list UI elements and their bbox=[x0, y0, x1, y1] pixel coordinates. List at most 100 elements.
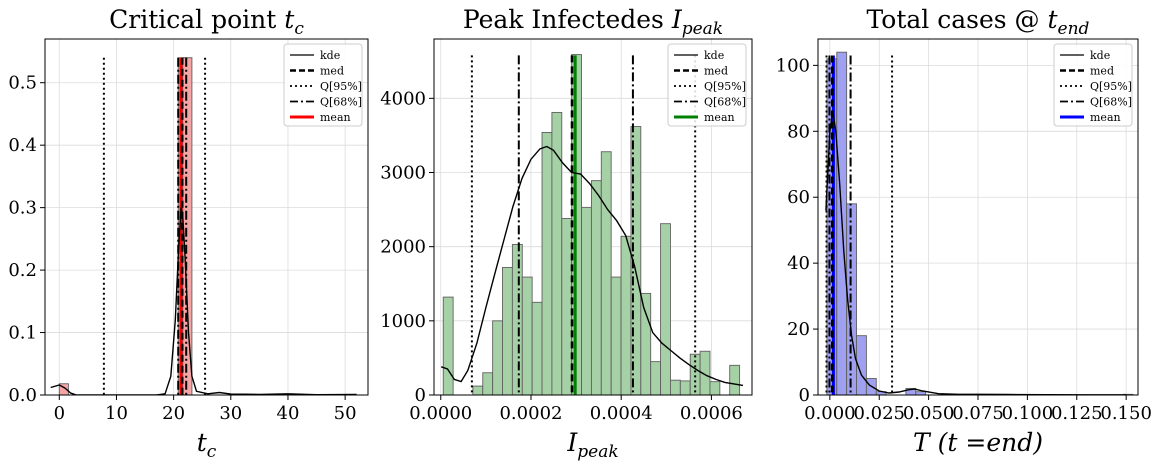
title-text: Total cases @ bbox=[867, 5, 1040, 34]
y-tick-label: 0 bbox=[799, 385, 810, 406]
legend-label: kde bbox=[704, 49, 724, 62]
x-label-text: I bbox=[566, 428, 578, 457]
legend-mean: mean bbox=[290, 111, 351, 124]
legend-median: med bbox=[290, 65, 344, 78]
legend-q68: Q[68%] bbox=[674, 96, 746, 109]
title-symbol: I bbox=[671, 5, 683, 34]
y-tick-label: 1000 bbox=[380, 311, 426, 332]
chart-title: Total cases @ tend bbox=[867, 5, 1090, 39]
legend-label: mean bbox=[1090, 111, 1121, 124]
x-label-text: T (t =end) bbox=[913, 428, 1043, 457]
kde-curve bbox=[825, 111, 1127, 395]
legend-frame bbox=[283, 43, 363, 127]
histogram-bar bbox=[521, 276, 533, 395]
plot-area bbox=[440, 54, 744, 395]
legend-median: med bbox=[1060, 65, 1114, 78]
histogram-bar bbox=[699, 350, 711, 395]
panel-2: 0.0000 0.0002 0.0004 0.0006 0 1000 2000 3000 400… bbox=[380, 5, 753, 462]
y-tick-label: 0.5 bbox=[8, 73, 37, 94]
y-tick-label: 3000 bbox=[380, 163, 426, 184]
legend-frame bbox=[1053, 43, 1133, 127]
histogram-bar bbox=[492, 320, 503, 395]
histogram-bar bbox=[502, 266, 513, 395]
chart-title: Critical point tc bbox=[109, 5, 304, 39]
histogram-bar bbox=[640, 292, 652, 395]
histogram-bar bbox=[482, 372, 494, 395]
histogram-bar bbox=[630, 126, 642, 395]
histogram-bar bbox=[650, 361, 662, 395]
legend-label: Q[95%] bbox=[1090, 80, 1132, 93]
kde-curve bbox=[50, 207, 357, 395]
histogram-bar bbox=[915, 391, 927, 395]
histogram-bar bbox=[660, 223, 671, 395]
legend-label: Q[68%] bbox=[320, 96, 362, 109]
title-symbol: t bbox=[1048, 5, 1059, 34]
y-tick-label: 0.0 bbox=[8, 385, 37, 406]
y-tick-label: 100 bbox=[776, 55, 810, 76]
histogram-bar bbox=[442, 296, 454, 395]
panel-1: 0 10 20 30 40 50 0.0 0.1 0.2 0.3 0.4 0.5 Critical po… bbox=[8, 5, 369, 462]
legend-frame bbox=[667, 43, 747, 127]
legend-mean: mean bbox=[674, 111, 735, 124]
title-subscript: end bbox=[1058, 19, 1090, 39]
legend-label: kde bbox=[1090, 49, 1110, 62]
legend-label: Q[95%] bbox=[320, 80, 362, 93]
legend: kde med Q[95%] Q[68%] mean bbox=[283, 43, 363, 127]
legend-label: med bbox=[704, 65, 728, 78]
histogram-bar bbox=[600, 151, 612, 395]
legend-q68: Q[68%] bbox=[1060, 96, 1132, 109]
legend-kde: kde bbox=[674, 49, 724, 62]
histogram-bar bbox=[669, 379, 681, 395]
legend-kde: kde bbox=[290, 49, 340, 62]
plot-area bbox=[825, 51, 1134, 395]
axes-frame bbox=[44, 38, 369, 396]
title-subscript: c bbox=[294, 19, 304, 39]
legend-kde: kde bbox=[1060, 49, 1110, 62]
x-tick-label: 30 bbox=[219, 403, 242, 424]
x-tick-label: 0.150 bbox=[1100, 403, 1152, 424]
y-tick-label: 0.2 bbox=[8, 260, 37, 281]
legend-label: Q[95%] bbox=[704, 80, 746, 93]
x-tick-label: 0.050 bbox=[903, 403, 955, 424]
x-tick-label: 50 bbox=[334, 403, 357, 424]
title-symbol: t bbox=[284, 5, 295, 34]
legend-label: mean bbox=[320, 111, 351, 124]
histogram-bar bbox=[590, 180, 602, 395]
histogram-bar bbox=[472, 385, 484, 395]
x-tick-label: 0.075 bbox=[952, 403, 1004, 424]
histogram-bar bbox=[58, 383, 69, 395]
legend-q95: Q[95%] bbox=[1060, 80, 1132, 93]
x-tick-label: 0 bbox=[54, 403, 65, 424]
legend-label: med bbox=[320, 65, 344, 78]
histogram-bar bbox=[541, 131, 553, 395]
x-tick-label: 0.0002 bbox=[499, 403, 562, 424]
axes-frame bbox=[433, 38, 753, 396]
y-tick-label: 0.1 bbox=[8, 323, 37, 344]
legend-mean: mean bbox=[1060, 111, 1121, 124]
y-tick-label: 0.3 bbox=[8, 198, 37, 219]
title-subscript: peak bbox=[682, 19, 723, 39]
histogram-bar bbox=[679, 380, 691, 395]
x-axis-label: tc bbox=[197, 428, 217, 462]
chart-title: Peak Infectedes Ipeak bbox=[463, 5, 723, 39]
legend-q95: Q[95%] bbox=[674, 80, 746, 93]
legend-label: med bbox=[1090, 65, 1114, 78]
x-label-subscript: c bbox=[207, 442, 217, 462]
y-tick-label: 0.4 bbox=[8, 135, 37, 156]
x-tick-label: 0.125 bbox=[1051, 403, 1103, 424]
x-axis-label: Ipeak bbox=[566, 428, 618, 462]
legend-q68: Q[68%] bbox=[290, 96, 362, 109]
y-tick-label: 4000 bbox=[380, 88, 426, 109]
histogram-bar bbox=[581, 206, 592, 395]
title-text: Peak Infectedes bbox=[463, 5, 664, 34]
y-tick-label: 60 bbox=[787, 187, 810, 208]
legend-label: Q[68%] bbox=[1090, 96, 1132, 109]
histogram-bar bbox=[729, 364, 741, 395]
x-tick-label: 0.025 bbox=[853, 403, 905, 424]
x-tick-label: 10 bbox=[105, 403, 128, 424]
x-axis-label: T (t =end) bbox=[913, 428, 1043, 457]
title-text: Critical point bbox=[109, 5, 276, 34]
legend-q95: Q[95%] bbox=[290, 80, 362, 93]
